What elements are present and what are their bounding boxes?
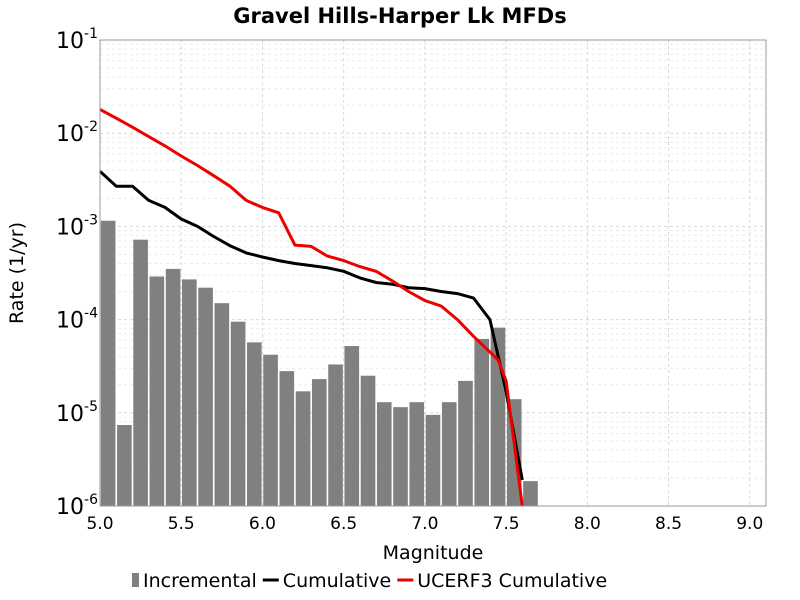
y-tick-label: 10-3 <box>56 212 98 240</box>
legend-label: Incremental <box>143 570 257 592</box>
incremental-bar <box>133 239 148 507</box>
x-tick-label: 7.5 <box>493 514 520 534</box>
chart-title: Gravel Hills-Harper Lk MFDs <box>233 4 566 28</box>
incremental-bar <box>311 379 327 506</box>
incremental-bars <box>100 220 538 507</box>
plot-border <box>99 39 767 507</box>
y-axis-label: Rate (1/yr) <box>6 222 28 324</box>
y-tick-label: 10-6 <box>56 492 98 520</box>
incremental-bar <box>409 402 425 506</box>
y-tick-label: 10-2 <box>56 119 98 147</box>
incremental-bar <box>230 321 246 506</box>
x-tick-label: 7.0 <box>411 514 438 534</box>
incremental-bar <box>214 303 230 506</box>
legend: Incremental Cumulative UCERF3 Cumulative <box>132 570 607 592</box>
x-tick-label: 6.5 <box>330 514 357 534</box>
incremental-bar <box>393 407 408 506</box>
incremental-bar <box>182 279 197 506</box>
legend-item: Incremental <box>132 570 257 592</box>
incremental-bar <box>100 220 116 506</box>
incremental-bar <box>165 268 181 506</box>
y-tick-label: 10-4 <box>56 306 98 334</box>
incremental-bar <box>328 364 343 506</box>
y-tick-label: 10-5 <box>56 399 98 427</box>
incremental-bar <box>198 287 213 506</box>
legend-item: Cumulative <box>262 570 391 592</box>
ucerf3-cumulative-line <box>99 108 524 507</box>
legend-swatch-bar <box>132 573 139 587</box>
cumulative-lines <box>98 108 524 507</box>
incremental-bar <box>247 342 262 506</box>
y-tick-label: 10-1 <box>56 26 98 54</box>
x-tick-label: 5.5 <box>168 514 195 534</box>
x-tick-label: 8.5 <box>655 514 682 534</box>
incremental-bar <box>149 276 165 506</box>
x-tick-label: 6.0 <box>249 514 276 534</box>
x-tick-label: 5.0 <box>86 514 113 534</box>
incremental-bar <box>360 375 376 506</box>
incremental-bar <box>263 354 278 506</box>
incremental-bar <box>117 424 132 506</box>
y-axis-ticks: 10-6 10-5 10-4 10-3 10-2 10-1 <box>56 26 98 520</box>
incremental-bar <box>295 391 311 506</box>
incremental-bar <box>458 380 473 506</box>
legend-label: Cumulative <box>283 570 391 592</box>
legend-item: UCERF3 Cumulative <box>397 570 607 592</box>
x-tick-label: 8.0 <box>574 514 601 534</box>
incremental-bar <box>523 481 538 506</box>
x-tick-label: 9.0 <box>736 514 763 534</box>
incremental-bar <box>279 371 295 506</box>
x-axis-ticks: 5.0 5.5 6.0 6.5 7.0 7.5 8.0 8.5 9.0 <box>86 514 763 534</box>
legend-label: UCERF3 Cumulative <box>417 570 607 592</box>
incremental-bar <box>344 346 360 506</box>
incremental-bar <box>425 414 441 506</box>
x-axis-label: Magnitude <box>383 542 484 564</box>
incremental-bar <box>474 338 490 506</box>
incremental-bar <box>441 402 457 506</box>
incremental-bar <box>376 402 392 506</box>
cumulative-line <box>98 170 524 481</box>
